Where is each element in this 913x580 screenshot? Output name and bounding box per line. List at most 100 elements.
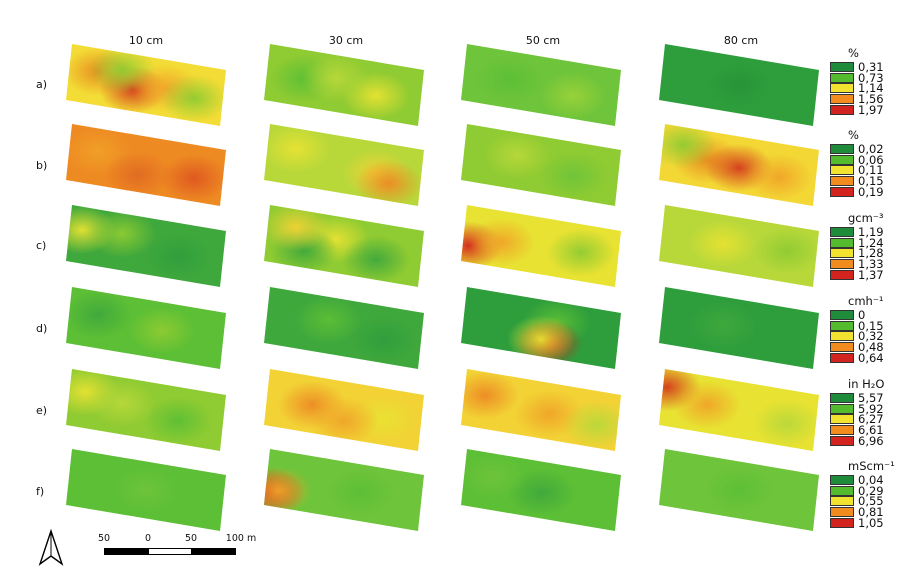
row-label-c: c) bbox=[36, 239, 47, 252]
value-patch bbox=[264, 124, 330, 173]
map-panel-e-30cm bbox=[264, 369, 424, 451]
map-panel-a-50cm bbox=[461, 44, 621, 126]
value-patch bbox=[753, 399, 819, 448]
legend-swatch bbox=[830, 507, 854, 518]
value-patch bbox=[467, 218, 535, 267]
value-patch bbox=[563, 400, 621, 449]
legend-value: 0,73 bbox=[858, 70, 884, 85]
value-patch bbox=[144, 396, 212, 445]
legend-e: in H₂O 5,57 5,92 6,27 6,61 6,96 bbox=[830, 375, 910, 446]
legend-value: 0,15 bbox=[858, 318, 884, 333]
map-panel-f-50cm bbox=[461, 449, 621, 531]
value-patch bbox=[342, 235, 410, 284]
map-panel-a-80cm bbox=[659, 44, 819, 126]
scale-label: 100 m bbox=[225, 533, 257, 544]
map-panel-d-80cm bbox=[659, 287, 819, 369]
legend-value: 0,04 bbox=[858, 473, 884, 488]
value-patch bbox=[539, 151, 607, 200]
value-patch bbox=[112, 466, 180, 514]
legend-swatch bbox=[830, 176, 854, 187]
legend-swatch bbox=[830, 269, 854, 280]
legend-value: 0,11 bbox=[858, 163, 884, 178]
value-patch bbox=[302, 54, 370, 103]
value-patch bbox=[66, 290, 132, 339]
legend-value: 0,81 bbox=[858, 505, 884, 520]
legend-value: 0,15 bbox=[858, 174, 884, 189]
legend-swatch bbox=[830, 496, 854, 507]
legend-b: % 0,02 0,06 0,11 0,15 0,19 bbox=[830, 126, 910, 197]
scale-bar-segment bbox=[148, 548, 192, 555]
scale-bar-segment bbox=[104, 548, 148, 555]
legend-unit: mScm⁻¹ bbox=[848, 459, 895, 473]
row-label-d: d) bbox=[36, 322, 48, 335]
map-panel-d-10cm bbox=[66, 287, 226, 369]
map-panel-b-30cm bbox=[264, 124, 424, 206]
value-patch bbox=[483, 131, 551, 180]
legend-a: % 0,31 0,73 1,14 1,56 1,97 bbox=[830, 44, 910, 115]
legend-unit: gcm⁻³ bbox=[848, 211, 884, 225]
value-patch bbox=[507, 315, 575, 364]
value-patch bbox=[689, 301, 757, 350]
legend-value: 1,19 bbox=[858, 225, 884, 240]
value-patch bbox=[144, 232, 212, 281]
legend-swatch bbox=[830, 237, 854, 248]
legend-d: cmh⁻¹ 0 0,15 0,32 0,48 0,64 bbox=[830, 292, 910, 363]
map-panel-c-30cm bbox=[264, 205, 424, 287]
row-label-f: f) bbox=[36, 485, 45, 498]
legend-swatch bbox=[830, 154, 854, 165]
value-patch bbox=[673, 380, 741, 429]
map-panel-f-80cm bbox=[659, 449, 819, 531]
legend-unit: cmh⁻¹ bbox=[848, 294, 884, 308]
legend-value: 6,27 bbox=[858, 412, 884, 427]
legend-swatch bbox=[830, 227, 854, 238]
legend-swatch bbox=[830, 435, 854, 446]
legend-swatch bbox=[830, 331, 854, 342]
map-panel-a-10cm bbox=[66, 44, 226, 126]
legend-swatch bbox=[830, 186, 854, 197]
map-panel-b-10cm bbox=[66, 124, 226, 206]
legend-value: 0,64 bbox=[858, 350, 884, 365]
value-patch bbox=[461, 452, 527, 501]
legend-value: 6,96 bbox=[858, 433, 884, 448]
legend-swatch bbox=[830, 342, 854, 353]
value-patch bbox=[310, 397, 378, 446]
legend-swatch bbox=[830, 144, 854, 155]
value-patch bbox=[160, 154, 226, 203]
legend-swatch bbox=[830, 259, 854, 270]
legend-value: 0,31 bbox=[858, 60, 884, 75]
value-patch bbox=[354, 159, 423, 206]
value-patch bbox=[753, 227, 819, 275]
scale-label: 50 bbox=[97, 533, 111, 544]
value-patch bbox=[705, 466, 773, 514]
legend-value: 1,14 bbox=[858, 81, 884, 96]
value-patch bbox=[539, 71, 607, 120]
map-panel-b-50cm bbox=[461, 124, 621, 206]
value-patch bbox=[160, 74, 226, 123]
value-patch bbox=[350, 316, 418, 365]
legend-swatch bbox=[830, 94, 854, 105]
legend-unit: in H₂O bbox=[848, 377, 885, 391]
value-patch bbox=[326, 468, 394, 517]
legend-swatch bbox=[830, 414, 854, 425]
scale-label: 0 bbox=[144, 533, 152, 544]
legend-unit: % bbox=[848, 128, 859, 142]
map-panel-c-50cm bbox=[461, 205, 621, 287]
value-patch bbox=[547, 228, 615, 277]
legend-value: 0,29 bbox=[858, 483, 884, 498]
value-patch bbox=[689, 219, 757, 268]
value-patch bbox=[88, 379, 156, 428]
value-patch bbox=[128, 306, 196, 355]
map-panel-a-30cm bbox=[264, 44, 424, 126]
legend-swatch bbox=[830, 475, 854, 486]
value-patch bbox=[475, 55, 543, 104]
value-patch bbox=[659, 124, 717, 169]
map-panel-f-10cm bbox=[66, 449, 226, 531]
map-panel-c-80cm bbox=[659, 205, 819, 287]
value-patch bbox=[264, 205, 330, 251]
legend-value: 0 bbox=[858, 308, 866, 323]
value-patch bbox=[104, 150, 172, 199]
legend-value: 1,24 bbox=[858, 235, 884, 250]
map-panel-d-30cm bbox=[264, 287, 424, 369]
map-panel-c-10cm bbox=[66, 205, 226, 287]
row-label-b: b) bbox=[36, 159, 48, 172]
